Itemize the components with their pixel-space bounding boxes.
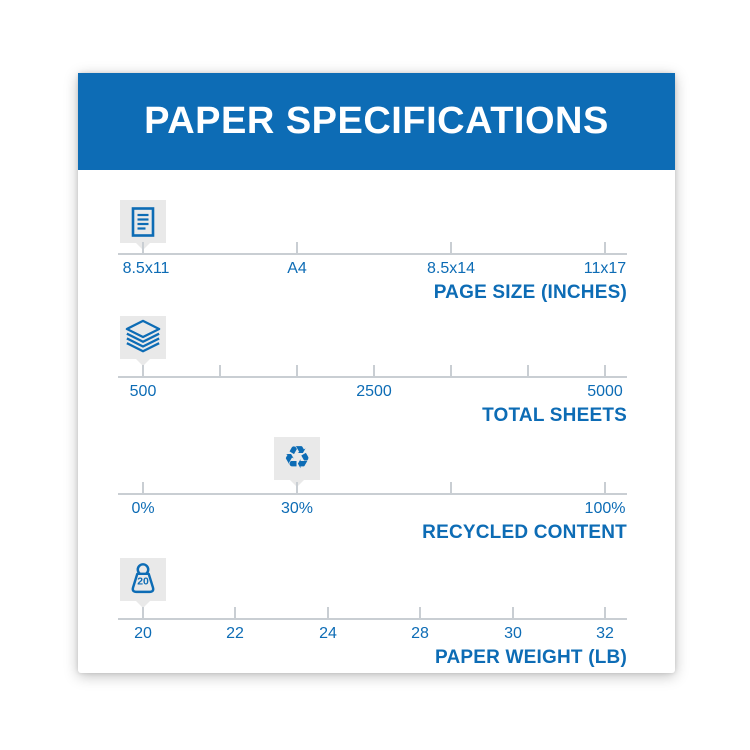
- tick-mark: [512, 607, 514, 619]
- tick-mark: [296, 365, 298, 377]
- weight-icon: 20: [131, 563, 155, 594]
- tick-label: 22: [226, 625, 244, 642]
- tick-label: A4: [287, 260, 307, 277]
- paper-stack-icon: [125, 319, 161, 353]
- axis-line: [118, 618, 627, 620]
- tick-mark: [142, 242, 144, 254]
- tick-mark: [142, 482, 144, 494]
- axis-line: [118, 253, 627, 255]
- page-title: PAPER SPECIFICATIONS: [144, 100, 609, 142]
- tick-mark: [419, 607, 421, 619]
- tick-mark: [527, 365, 529, 377]
- paper-weight-marker: 20: [120, 558, 166, 608]
- marker-pointer: [136, 359, 150, 366]
- tick-mark: [450, 365, 452, 377]
- tick-label: 28: [411, 625, 429, 642]
- tick-mark: [234, 607, 236, 619]
- tick-label: 20: [134, 625, 152, 642]
- tick-label: 2500: [356, 383, 392, 400]
- tick-label: 100%: [584, 500, 626, 517]
- tick-mark: [142, 365, 144, 377]
- tick-label: 8.5x14: [426, 260, 476, 277]
- total-sheets-marker: [120, 316, 166, 366]
- tick-mark: [450, 482, 452, 494]
- tick-label: 30: [504, 625, 522, 642]
- tick-mark: [219, 365, 221, 377]
- recycle-icon: ♻: [283, 440, 311, 476]
- axis-title: PAGE SIZE (INCHES): [433, 282, 627, 303]
- tick-label: 0%: [131, 500, 155, 517]
- tick-label: 30%: [280, 500, 314, 517]
- axis-title: RECYCLED CONTENT: [422, 522, 627, 543]
- tick-mark: [373, 365, 375, 377]
- paper-specifications-card: PAPER SPECIFICATIONS 8.5x11 A4 8.5x: [78, 73, 675, 673]
- recycled-content-marker: ♻: [274, 437, 320, 487]
- axis-title: PAPER WEIGHT (LB): [435, 647, 627, 668]
- tick-mark: [604, 242, 606, 254]
- tick-mark: [604, 482, 606, 494]
- document-icon: [131, 206, 155, 237]
- tick-mark: [142, 607, 144, 619]
- tick-label: 5000: [587, 383, 623, 400]
- tick-mark: [604, 607, 606, 619]
- tick-label: 500: [129, 383, 157, 400]
- tick-mark: [296, 482, 298, 494]
- tick-label: 8.5x11: [122, 260, 170, 277]
- axis-line: [118, 493, 627, 495]
- tick-mark: [296, 242, 298, 254]
- header-banner: PAPER SPECIFICATIONS: [78, 73, 675, 170]
- tick-mark: [450, 242, 452, 254]
- tick-label: 11x17: [583, 260, 627, 277]
- tick-label: 32: [596, 625, 614, 642]
- tick-mark: [604, 365, 606, 377]
- axis-line: [118, 376, 627, 378]
- marker-pointer: [136, 601, 150, 608]
- page-size-marker: [120, 200, 166, 250]
- tick-mark: [327, 607, 329, 619]
- weight-icon-label: 20: [137, 577, 149, 588]
- tick-label: 24: [319, 625, 337, 642]
- axis-title: TOTAL SHEETS: [482, 405, 627, 426]
